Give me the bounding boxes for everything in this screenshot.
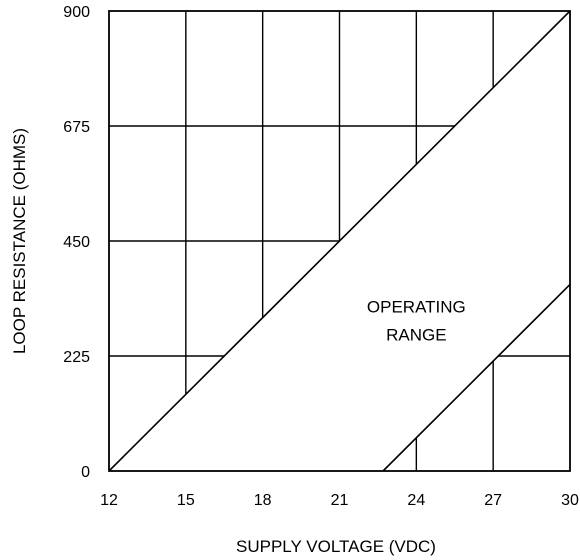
x-tick-label: 12 (100, 492, 118, 509)
y-tick-label: 0 (81, 464, 90, 481)
x-tick-label: 24 (407, 492, 425, 509)
operating-range-label: RANGE (386, 326, 446, 345)
x-tick-label: 30 (561, 492, 579, 509)
y-tick-labels: 0 225 450 675 900 (63, 4, 90, 481)
x-tick-label: 15 (177, 492, 195, 509)
lower-limit-line (382, 283, 571, 472)
series-lines (108, 10, 571, 472)
x-tick-label: 21 (331, 492, 349, 509)
upper-limit-line (108, 10, 571, 472)
plot-border (108, 10, 571, 472)
x-tick-label: 18 (254, 492, 272, 509)
annotations: OPERATING RANGE (367, 298, 466, 345)
y-axis-title: LOOP RESISTANCE (OHMS) (10, 128, 29, 354)
x-tick-label: 27 (484, 492, 502, 509)
x-tick-labels: 12 15 18 21 24 27 30 (100, 492, 579, 509)
y-tick-label: 675 (63, 119, 90, 136)
x-axis-title: SUPPLY VOLTAGE (VDC) (236, 537, 436, 556)
operating-range-label: OPERATING (367, 298, 466, 317)
y-tick-label: 225 (63, 349, 90, 366)
plot-frame (108, 10, 571, 472)
y-tick-label: 900 (63, 4, 90, 21)
y-tick-label: 450 (63, 234, 90, 251)
